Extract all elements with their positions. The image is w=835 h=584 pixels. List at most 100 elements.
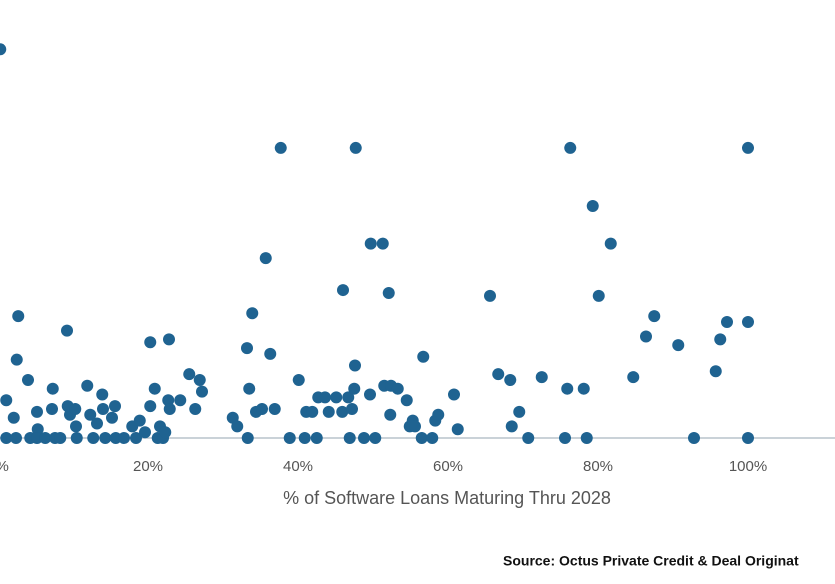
x-tick-label: 0% <box>0 458 9 475</box>
point <box>10 353 23 366</box>
point <box>448 388 460 401</box>
point <box>426 432 439 444</box>
point <box>688 432 700 444</box>
point <box>604 237 617 250</box>
x-tick-label: 80% <box>583 458 613 475</box>
x-tick-label: 60% <box>433 458 463 475</box>
x-tick-label: 100% <box>729 458 767 475</box>
point <box>292 373 305 386</box>
point <box>391 382 404 395</box>
point <box>742 141 754 154</box>
point <box>349 141 362 154</box>
point <box>241 342 253 355</box>
point <box>241 432 254 444</box>
point <box>259 252 272 265</box>
point <box>130 432 142 444</box>
point <box>69 402 82 415</box>
point <box>505 420 518 433</box>
point <box>96 388 109 401</box>
point <box>183 368 196 381</box>
point <box>310 432 323 444</box>
point <box>70 432 83 444</box>
point <box>742 432 754 444</box>
point <box>349 359 361 372</box>
point <box>243 382 256 395</box>
point <box>714 333 727 346</box>
point <box>31 423 44 436</box>
point <box>7 411 20 424</box>
point <box>109 432 122 444</box>
point <box>586 199 599 212</box>
point <box>91 417 103 430</box>
point <box>384 408 397 421</box>
point <box>522 432 535 444</box>
point <box>274 141 287 154</box>
point <box>109 400 121 413</box>
point <box>627 371 640 384</box>
point <box>342 391 355 404</box>
point <box>364 237 377 250</box>
point <box>283 432 296 444</box>
point <box>22 373 34 386</box>
point <box>648 310 661 323</box>
point <box>231 420 244 433</box>
point <box>382 286 395 299</box>
point <box>0 432 13 444</box>
point <box>298 432 311 444</box>
point <box>592 289 605 302</box>
point <box>144 336 157 349</box>
point <box>61 324 73 337</box>
point <box>343 432 356 444</box>
point <box>148 382 161 395</box>
point <box>513 405 526 418</box>
point <box>31 432 43 444</box>
point <box>492 368 505 381</box>
point <box>322 405 335 418</box>
point <box>319 391 331 404</box>
point <box>564 141 577 154</box>
point <box>0 394 13 407</box>
point <box>559 432 571 444</box>
point <box>640 330 652 343</box>
source-note: Source: Octus Private Credit & Deal Orig… <box>503 553 799 569</box>
point <box>348 382 361 395</box>
point <box>336 405 349 418</box>
point <box>535 371 548 384</box>
point <box>484 289 496 302</box>
point <box>409 420 421 433</box>
point <box>358 432 370 444</box>
point <box>84 408 97 421</box>
point <box>70 420 82 433</box>
point <box>99 432 112 444</box>
point <box>256 402 268 415</box>
point <box>417 350 430 363</box>
point <box>742 315 754 328</box>
point <box>721 315 733 328</box>
point <box>264 347 277 360</box>
point <box>12 310 25 323</box>
point <box>163 402 176 415</box>
point <box>39 432 52 444</box>
point <box>376 237 389 250</box>
x-tick-label: 40% <box>283 458 313 475</box>
point <box>580 432 593 444</box>
point <box>118 432 130 444</box>
point <box>46 382 59 395</box>
point <box>577 382 590 395</box>
point <box>337 284 349 297</box>
point <box>561 382 574 395</box>
point <box>159 426 172 439</box>
point <box>369 432 382 444</box>
x-axis-label: % of Software Loans Maturing Thru 2028 <box>283 488 611 508</box>
point <box>196 385 208 398</box>
point <box>10 432 22 444</box>
point <box>432 408 445 421</box>
point <box>133 414 146 427</box>
point <box>193 373 206 386</box>
point <box>246 307 259 320</box>
point <box>330 391 343 404</box>
point <box>268 402 281 415</box>
point <box>451 423 464 436</box>
